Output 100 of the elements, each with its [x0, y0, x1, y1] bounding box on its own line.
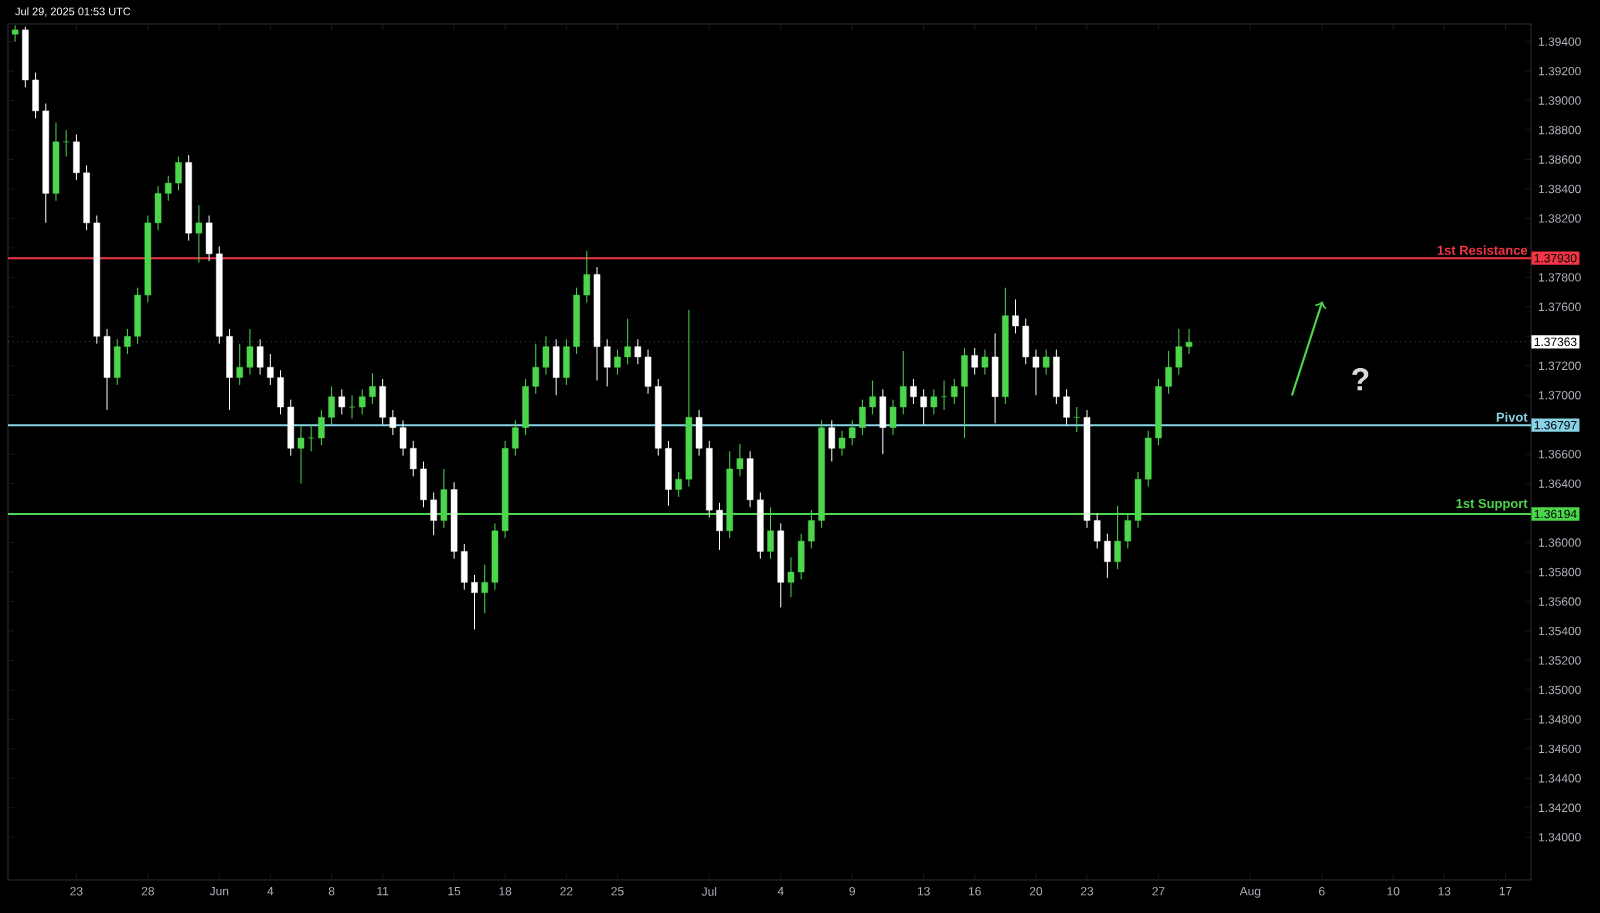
- y-tick-label: 1.37200: [1538, 361, 1581, 371]
- y-tick-label: 1.34000: [1538, 833, 1581, 842]
- candlestick: [165, 175, 172, 202]
- candlestick: [1175, 328, 1183, 376]
- y-tick-label: 1.34600: [1538, 744, 1581, 754]
- candlestick: [62, 129, 70, 158]
- candlestick: [981, 349, 989, 376]
- x-tick-label: 18: [499, 887, 512, 896]
- candlestick: [318, 409, 325, 446]
- y-tick-label: 1.37600: [1538, 302, 1581, 312]
- y-tick-label: 1.35600: [1538, 597, 1581, 606]
- candlestick: [256, 338, 264, 376]
- x-tick-label: 23: [1080, 887, 1094, 896]
- candlestick: [348, 394, 356, 420]
- candlestick: [634, 338, 642, 365]
- y-tick-label: 1.35400: [1538, 626, 1581, 636]
- candlestick: [920, 388, 927, 426]
- candlestick: [624, 318, 631, 365]
- y-tick-label: 1.36000: [1538, 538, 1581, 547]
- candlestick: [481, 564, 488, 614]
- candlestick: [338, 388, 346, 415]
- x-tick-label: 28: [141, 887, 154, 896]
- candlestick: [940, 380, 948, 411]
- candlestick: [236, 343, 243, 386]
- candlestick: [430, 491, 437, 536]
- candlestick: [603, 338, 611, 387]
- candlestick: [1185, 328, 1193, 355]
- candlestick: [910, 378, 917, 405]
- candlestick: [1165, 350, 1172, 395]
- x-tick-label: 20: [1029, 887, 1043, 896]
- candlestick: [246, 328, 254, 376]
- candlestick: [471, 574, 478, 631]
- y-tick-label: 1.37800: [1538, 273, 1581, 282]
- y-tick-label: 1.36400: [1538, 479, 1581, 488]
- y-tick-label: 1.39000: [1538, 96, 1581, 105]
- y-tick-label: 1.39400: [1538, 37, 1581, 46]
- candlestick: [736, 443, 744, 477]
- candlestick: [399, 419, 407, 457]
- candlestick: [675, 471, 682, 498]
- x-tick-label: 15: [448, 887, 461, 896]
- candlestick: [1063, 388, 1070, 426]
- candlestick: [195, 204, 203, 264]
- candlestick: [838, 430, 846, 457]
- candlestick: [869, 380, 876, 415]
- y-tick-label: 1.38600: [1538, 155, 1581, 164]
- x-tick-label: 10: [1387, 887, 1400, 896]
- candlestick: [930, 388, 938, 415]
- candlestick: [716, 502, 723, 551]
- y-tick-label: 1.39200: [1538, 66, 1581, 76]
- candlestick: [267, 353, 274, 386]
- candlestick: [410, 440, 417, 477]
- candlestick: [1073, 406, 1081, 433]
- x-tick-label: 25: [611, 887, 624, 896]
- x-tick-label: 23: [70, 887, 83, 896]
- candlestick: [1012, 298, 1019, 334]
- ref-line-label: 1st Support: [1456, 498, 1528, 511]
- y-tick-label: 1.38400: [1538, 184, 1581, 194]
- annotation: ?: [1352, 368, 1369, 391]
- ref-line-label: Pivot: [1496, 412, 1528, 422]
- candlestick: [1042, 349, 1050, 376]
- candlestick: [787, 556, 795, 598]
- candlestick: [583, 250, 591, 303]
- x-tick-label: 17: [1499, 887, 1512, 896]
- candlestick: [971, 347, 978, 376]
- y-tick-label: 1.35200: [1538, 656, 1581, 665]
- text: 1.36194: [1534, 509, 1577, 519]
- y-tick-label: 1.36600: [1538, 449, 1581, 459]
- text: 1.37930: [1534, 254, 1577, 263]
- x-tick-label: 6: [1319, 887, 1325, 896]
- x-tick-label: 13: [1438, 887, 1451, 896]
- y-tick-label: 1.34800: [1538, 715, 1581, 724]
- candlestick: [328, 385, 335, 426]
- x-tick-label: 11: [377, 887, 389, 896]
- candlestick: [848, 419, 856, 446]
- candlestick: [859, 399, 866, 436]
- text: 1.37363: [1534, 337, 1577, 347]
- x-tick-label: 27: [1152, 887, 1165, 896]
- candlestick: [614, 349, 621, 376]
- candlestick: [951, 378, 958, 405]
- ref-line-label: 1st Resistance: [1437, 245, 1528, 255]
- candlestick: [512, 419, 519, 457]
- candlestick: [369, 372, 376, 405]
- candlestick: [297, 424, 305, 485]
- x-tick-label: Jul: [701, 887, 717, 896]
- x-tick-label: 13: [917, 887, 930, 896]
- y-tick-label: 1.37000: [1538, 391, 1581, 400]
- y-tick-label: 1.34400: [1538, 774, 1581, 783]
- y-tick-label: 1.38200: [1538, 214, 1581, 223]
- candlestick: [1093, 512, 1101, 549]
- x-tick-label: 4: [777, 887, 784, 896]
- y-tick-label: 1.35800: [1538, 567, 1581, 577]
- text: 1.36797: [1534, 420, 1577, 430]
- y-tick-label: 1.38800: [1538, 125, 1581, 135]
- candlestick: [175, 156, 182, 191]
- candlestick: [124, 328, 131, 355]
- y-tick-label: 1.35000: [1538, 685, 1581, 695]
- x-tick-label: Jun: [209, 887, 229, 896]
- candlestick: [532, 343, 540, 395]
- x-tick-label: 8: [328, 887, 335, 896]
- text: Jul 29, 2025 01:53 UTC: [15, 7, 131, 17]
